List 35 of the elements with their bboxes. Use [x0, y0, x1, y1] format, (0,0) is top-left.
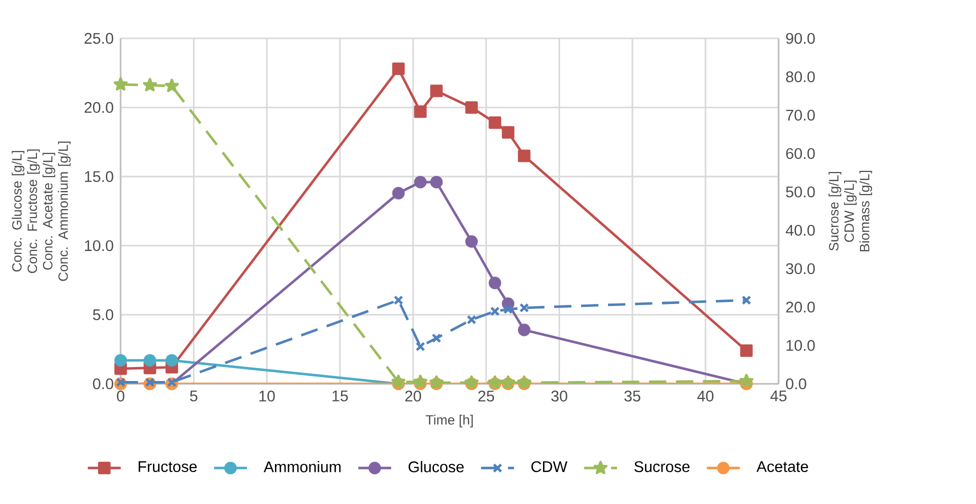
y2-tick-label: 0.0 [786, 378, 806, 390]
x-tick-label: 25 [478, 390, 494, 402]
x-tick-label: 10 [259, 390, 275, 402]
y-tick-label: 20.0 [84, 102, 114, 113]
y2-tick-label: 50.0 [786, 186, 815, 198]
legend-label: Acetate [756, 461, 808, 472]
y-axis-title: Conc. Glucose [g/L] Conc. Fructose [g/L] Conc. Acetate [g/L] Conc. Ammonium [g/L] [12, 141, 71, 281]
y-tick-label: 10.0 [85, 240, 114, 251]
y-tick-label: 0.0 [93, 378, 114, 390]
x-tick-label: 0 [116, 390, 124, 402]
legend-label: Fructose [138, 461, 197, 472]
legend-label: Sucrose [634, 460, 690, 472]
y2-tick-label: 30.0 [786, 263, 815, 274]
y2-axis-title: Sucrose [g/L] CDW [g/L] Biomass [g/L] [828, 170, 872, 252]
legend-label: CDW [531, 460, 568, 472]
y2-tick-label: 10.0 [786, 340, 815, 351]
y2-tick-label: 90.0 [786, 32, 815, 44]
y-tick-label: 15.0 [85, 170, 114, 182]
x-tick-label: 15 [332, 390, 348, 402]
x-tick-label: 45 [770, 390, 787, 402]
legend-label: Ammonium [264, 460, 341, 472]
x-tick-label: 5 [190, 390, 198, 402]
y-tick-label: 5.0 [93, 309, 114, 320]
legend-label: Glucose [408, 460, 464, 472]
y2-tick-label: 70.0 [786, 109, 815, 120]
x-tick-label: 40 [697, 390, 714, 402]
x-axis-title: Time [h] [426, 414, 473, 428]
y2-tick-label: 20.0 [786, 301, 815, 312]
y2-tick-label: 40.0 [786, 224, 815, 236]
x-tick-label: 35 [624, 390, 640, 402]
x-tick-label: 30 [551, 390, 568, 402]
y2-tick-label: 80.0 [786, 71, 815, 82]
y-tick-label: 25.0 [84, 32, 114, 44]
x-tick-label: 20 [405, 390, 422, 402]
y2-tick-label: 60.0 [786, 148, 815, 159]
